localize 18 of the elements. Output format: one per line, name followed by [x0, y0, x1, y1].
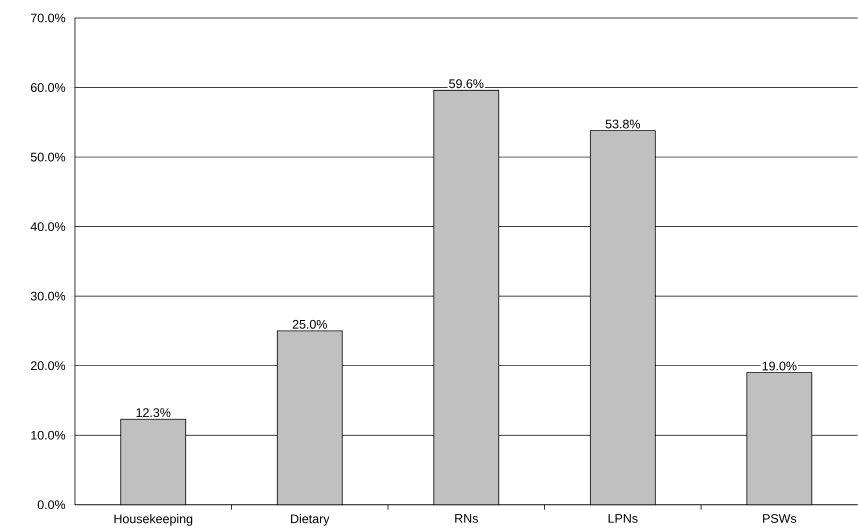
data-label: 53.8% [606, 120, 640, 129]
x-tick-label: Dietary [291, 514, 330, 526]
x-tick-label: LPNs [608, 514, 638, 523]
x-tick-label: RNs [455, 514, 478, 523]
y-tick-label: 70.0% [30, 14, 66, 22]
y-tick-label: 40.0% [30, 222, 66, 232]
y-tick-label: 60.0% [30, 83, 66, 92]
y-tick-label: 0.0% [38, 500, 66, 510]
data-label: 12.3% [136, 408, 170, 418]
data-label: 59.6% [449, 79, 484, 88]
y-tick-label: 30.0% [30, 292, 66, 301]
data-label: 19.0% [762, 362, 797, 371]
y-tick-label: 20.0% [30, 361, 66, 370]
x-tick-label: PSWs [763, 514, 796, 523]
data-label: 25.0% [292, 320, 327, 329]
y-tick-label: 50.0% [30, 152, 66, 162]
x-tick-label: Housekeeping [114, 514, 192, 526]
y-tick-label: 10.0% [31, 430, 66, 440]
